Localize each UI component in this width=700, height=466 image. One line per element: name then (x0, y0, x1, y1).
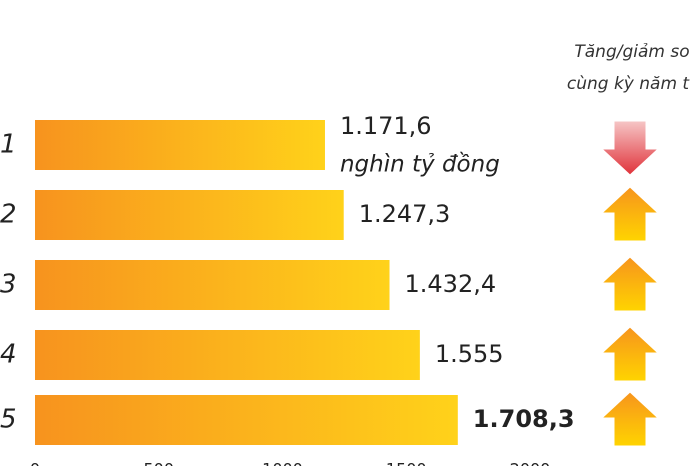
value-label: 1.708,3 (473, 405, 575, 433)
x-tick-label: 1500 (386, 460, 427, 466)
arrow-up (600, 326, 660, 382)
arrow-up (600, 186, 660, 242)
arrow-up (600, 256, 660, 312)
bar (35, 120, 325, 170)
category-label: 1 (0, 130, 17, 160)
bar (35, 395, 458, 445)
category-label: 3 (0, 270, 17, 300)
x-tick-label: 500 (143, 460, 174, 466)
category-label: 5 (0, 405, 17, 435)
bar (35, 190, 344, 240)
value-label: 1.247,3 (359, 200, 451, 228)
unit-note: nghìn tỷ đồng (340, 152, 500, 178)
value-label: 1.171,6 (340, 112, 432, 140)
arrow-down (600, 120, 660, 176)
side-header: cùng kỳ năm t (567, 74, 691, 94)
value-label: 1.432,4 (405, 270, 497, 298)
category-label: 2 (0, 200, 17, 230)
value-label: 1.555 (435, 340, 504, 368)
x-tick-label: 0 (30, 460, 40, 466)
arrow-up (600, 391, 660, 447)
x-tick-label: 2000 (510, 460, 551, 466)
bar (35, 260, 390, 310)
bar (35, 330, 420, 380)
category-label: 4 (0, 340, 17, 370)
x-tick-label: 1000 (262, 460, 303, 466)
side-header: Tăng/giảm so (574, 42, 689, 62)
